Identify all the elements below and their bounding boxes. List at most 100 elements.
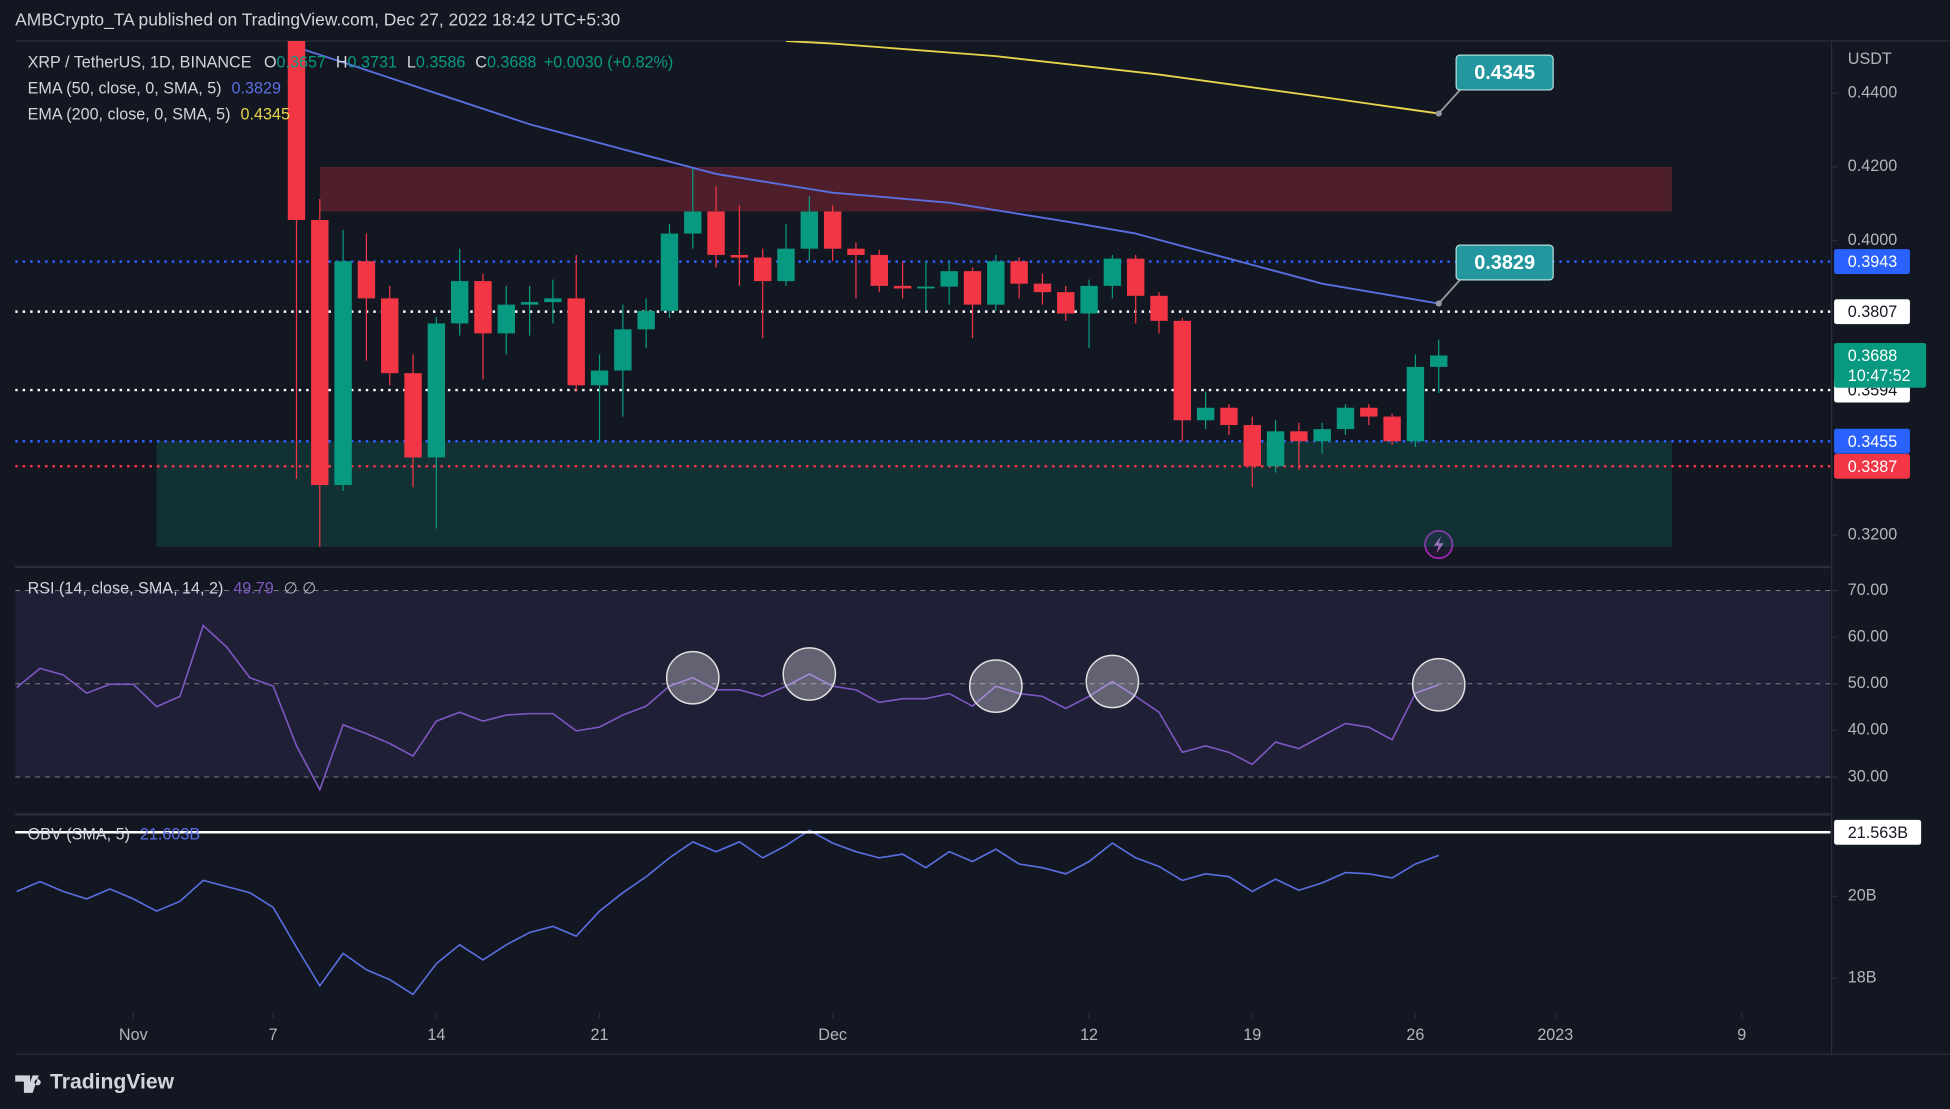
- candle-body: [404, 373, 422, 458]
- legend: XRP / TetherUS, 1D, BINANCE O0.3657 H0.373…: [28, 54, 674, 72]
- callout-point: [1435, 300, 1442, 307]
- candle-body: [893, 285, 912, 289]
- candle-body: [1033, 283, 1052, 293]
- legend: EMA (200, close, 0, SMA, 5) 0.4345: [28, 106, 290, 124]
- candle-body: [357, 261, 376, 299]
- y-tick-label: 0.4200: [1848, 157, 1897, 175]
- y-tick-label: 50.00: [1848, 674, 1888, 692]
- candle-body: [1406, 366, 1425, 442]
- x-tick-label: 21: [591, 1026, 609, 1044]
- y-tick-label: 30.00: [1848, 767, 1888, 785]
- candle-body: [614, 329, 632, 371]
- candle-body: [427, 323, 446, 458]
- legend-ohlc-value: 0.3657: [277, 54, 326, 72]
- level-label-box: [1834, 453, 1910, 479]
- ema-line: [296, 46, 1439, 305]
- candle-body: [334, 261, 352, 486]
- candle-body: [1430, 355, 1448, 367]
- highlight-circle: [1411, 657, 1466, 712]
- callout-pointer: [1438, 278, 1462, 305]
- y-tick-label: 70.00: [1848, 581, 1888, 599]
- candle-body: [1383, 416, 1401, 442]
- indicator-line: [16, 829, 1440, 996]
- candle-body: [567, 298, 585, 386]
- y-tick-label: 20B: [1848, 887, 1877, 905]
- header: AMBCrypto_TA published on TradingView.co…: [15, 10, 620, 30]
- candle-body: [311, 219, 329, 486]
- footer-brand: TradingView: [50, 1070, 175, 1093]
- candle-body: [1196, 407, 1215, 421]
- candle-body: [963, 271, 982, 305]
- x-tick-label: 12: [1080, 1026, 1098, 1044]
- legend-ohlc-value: 0.3586: [416, 54, 465, 72]
- legend-value: 0.4345: [241, 106, 290, 124]
- legend-ohlc-value: 0.3688: [487, 54, 536, 72]
- candle-body: [497, 304, 515, 334]
- x-tick-label: 14: [427, 1026, 445, 1044]
- level-label: 0.3807: [1848, 303, 1897, 321]
- highlight-circle: [968, 659, 1023, 713]
- candle-body: [847, 248, 865, 255]
- legend-name: EMA (200, close, 0, SMA, 5): [28, 106, 231, 124]
- candle-body: [637, 310, 655, 330]
- candle-body: [450, 281, 469, 324]
- legend-value: 0.3829: [232, 80, 281, 98]
- legend-name: OBV (SMA, 5): [28, 826, 130, 844]
- candle-body: [1290, 431, 1308, 442]
- candle-body: [1057, 292, 1075, 314]
- x-tick-label: 9: [1737, 1026, 1746, 1044]
- legend-ohlc-label: L: [407, 54, 416, 72]
- candle-body: [1103, 258, 1122, 286]
- candle-body: [1220, 407, 1238, 426]
- level-label-box: [1834, 819, 1922, 845]
- legend-ohlc-label: C: [475, 54, 487, 72]
- x-tick-label: Dec: [818, 1026, 847, 1044]
- candle-body: [1336, 407, 1355, 430]
- x-tick-label: 2023: [1537, 1026, 1573, 1044]
- highlight-circle: [782, 647, 837, 701]
- candle-body: [754, 257, 772, 282]
- highlight-circle: [1085, 654, 1140, 709]
- footer-logo: [15, 1075, 41, 1093]
- callout-box: [1455, 54, 1554, 91]
- candle-body: [1266, 431, 1285, 467]
- candle-body: [870, 254, 888, 286]
- candle-body: [800, 211, 819, 249]
- y-tick-label: 40.00: [1848, 721, 1888, 739]
- pane: [15, 590, 1831, 792]
- candle-body: [684, 211, 702, 234]
- candle-body: [987, 261, 1005, 305]
- level-label: 0.3387: [1848, 458, 1897, 476]
- candle-body: [1080, 285, 1098, 314]
- level-label-box: [1834, 428, 1910, 454]
- callout-pointer: [1438, 88, 1462, 115]
- candle-body: [940, 271, 958, 287]
- candle-body: [520, 302, 539, 305]
- candle-body: [777, 248, 795, 282]
- y-tick-label: 0.4400: [1848, 84, 1897, 102]
- legend-ohlc-label: H: [336, 54, 348, 72]
- callout-point: [1435, 110, 1442, 117]
- last-price-box: [1834, 343, 1927, 388]
- candle-body: [381, 298, 399, 374]
- candle-body: [1313, 429, 1331, 442]
- indicator-line: [16, 624, 1440, 792]
- x-tick-label: 26: [1406, 1026, 1424, 1044]
- pane: [16, 829, 1440, 996]
- zone: [319, 166, 1672, 212]
- callout-box: [1455, 244, 1554, 281]
- x-tick-label: 7: [269, 1026, 278, 1044]
- candle-body: [544, 298, 562, 303]
- candle-body: [1243, 425, 1261, 467]
- legend-name: RSI (14, close, SMA, 14, 2): [28, 580, 224, 598]
- candle-body: [1150, 295, 1168, 321]
- candle-body: [1010, 261, 1028, 284]
- legend-value: 49.79: [233, 580, 273, 598]
- legend-name: EMA (50, close, 0, SMA, 5): [28, 80, 222, 98]
- level-label: 0.3455: [1848, 433, 1897, 451]
- zone: [156, 441, 1672, 547]
- legend: EMA (50, close, 0, SMA, 5) 0.3829: [28, 80, 281, 98]
